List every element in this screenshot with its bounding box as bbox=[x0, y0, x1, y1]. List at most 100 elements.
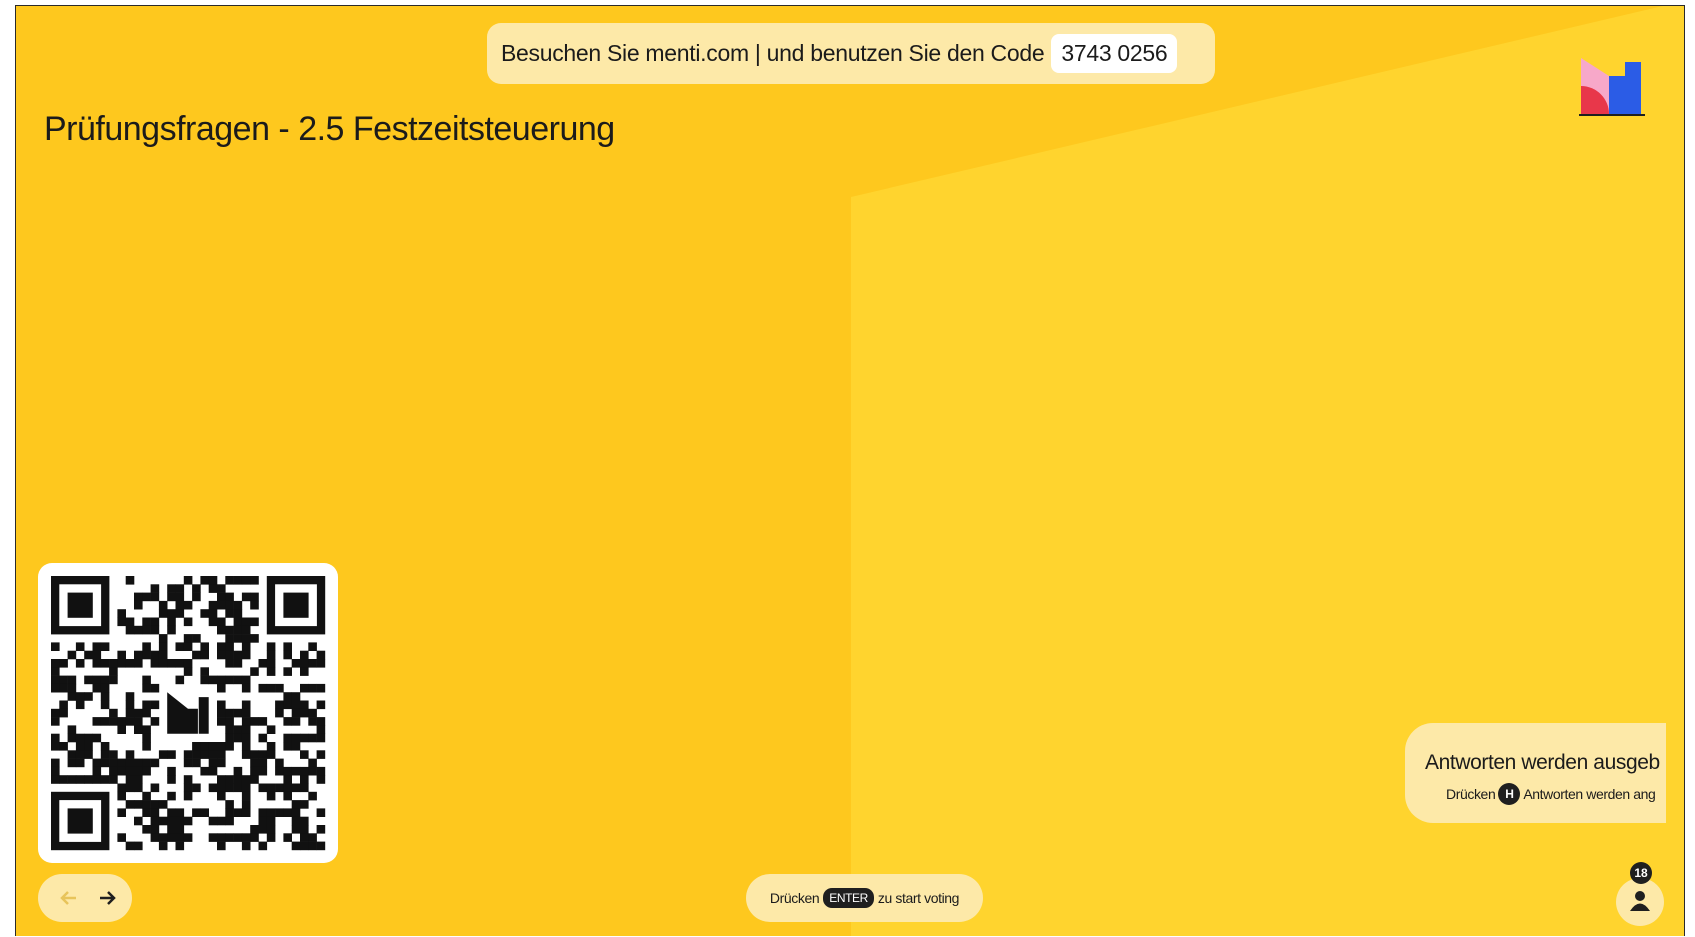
qr-module bbox=[258, 808, 268, 817]
qr-module bbox=[208, 675, 218, 685]
qr-module bbox=[158, 800, 168, 809]
qr-module bbox=[217, 717, 226, 726]
qr-module bbox=[233, 576, 243, 585]
participants-button[interactable] bbox=[1616, 878, 1664, 926]
qr-module bbox=[208, 600, 218, 610]
qr-module bbox=[275, 708, 284, 718]
qr-module bbox=[167, 592, 176, 602]
qr-module bbox=[208, 750, 218, 759]
qr-module bbox=[67, 775, 77, 784]
qr-module bbox=[308, 717, 317, 726]
qr-module bbox=[233, 600, 243, 610]
qr-module bbox=[300, 683, 309, 693]
qr-module bbox=[125, 783, 135, 793]
qr-module bbox=[241, 733, 251, 743]
qr-module bbox=[125, 841, 135, 851]
qr-module bbox=[258, 758, 268, 768]
qr-module bbox=[283, 592, 309, 618]
qr-module bbox=[67, 675, 77, 685]
qr-module bbox=[217, 783, 226, 793]
qr-module bbox=[175, 833, 185, 842]
qr-module bbox=[300, 825, 309, 834]
qr-module bbox=[142, 808, 151, 817]
qr-module bbox=[266, 742, 276, 751]
qr-module bbox=[125, 708, 135, 718]
card-key: H bbox=[1498, 783, 1521, 805]
qr-module bbox=[183, 659, 193, 668]
qr-module bbox=[158, 659, 168, 668]
qr-module bbox=[225, 783, 234, 793]
qr-module bbox=[217, 700, 226, 710]
next-button[interactable] bbox=[100, 891, 116, 905]
qr-module bbox=[316, 659, 326, 668]
qr-module bbox=[67, 692, 77, 701]
qr-module bbox=[142, 683, 151, 693]
qr-module bbox=[258, 683, 268, 693]
qr-module bbox=[117, 725, 126, 734]
answers-card[interactable]: Antworten werden ausgeb Drücken H Antwor… bbox=[1405, 723, 1666, 823]
qr-module bbox=[183, 758, 193, 768]
qr-module bbox=[258, 733, 268, 743]
qr-module bbox=[266, 725, 276, 734]
qr-module bbox=[208, 584, 218, 593]
qr-module bbox=[100, 742, 110, 751]
qr-module bbox=[258, 750, 268, 759]
qr-module bbox=[241, 700, 251, 710]
qr-module bbox=[225, 775, 234, 784]
qr-module bbox=[109, 659, 118, 668]
qr-module bbox=[217, 675, 226, 685]
qr-module bbox=[291, 717, 301, 726]
qr-module bbox=[300, 708, 309, 718]
qr-module bbox=[217, 816, 226, 826]
qr-module bbox=[100, 775, 110, 784]
qr-module bbox=[316, 808, 326, 817]
qr-module bbox=[308, 758, 317, 768]
qr-module bbox=[59, 700, 68, 710]
qr-module bbox=[217, 683, 226, 693]
qr-module bbox=[217, 584, 226, 593]
qr-module bbox=[316, 775, 326, 784]
qr-module bbox=[51, 667, 60, 676]
qr-module bbox=[109, 775, 118, 784]
qr-module bbox=[59, 683, 68, 693]
qr-module bbox=[300, 659, 309, 668]
qr-module bbox=[150, 833, 160, 842]
qr-module bbox=[167, 750, 176, 759]
qr-module bbox=[92, 775, 102, 784]
qr-module bbox=[150, 659, 160, 668]
qr-module bbox=[266, 783, 276, 793]
qr-module bbox=[200, 576, 209, 585]
qr-module bbox=[59, 659, 68, 668]
qr-module bbox=[100, 692, 110, 701]
qr-module bbox=[175, 609, 185, 618]
qr-module bbox=[225, 592, 234, 602]
qr-module bbox=[142, 766, 151, 776]
qr-module bbox=[225, 733, 234, 743]
qr-module bbox=[208, 833, 218, 842]
qr-module bbox=[192, 758, 201, 768]
qr-module bbox=[300, 775, 309, 784]
qr-module bbox=[100, 683, 110, 693]
qr-module bbox=[100, 750, 110, 759]
card-hint-prefix: Drücken bbox=[1446, 786, 1496, 802]
qr-module bbox=[283, 808, 292, 817]
qr-module bbox=[200, 675, 209, 685]
qr-module bbox=[192, 634, 201, 643]
qr-module bbox=[283, 650, 292, 660]
qr-module bbox=[51, 775, 60, 784]
qr-module bbox=[266, 659, 276, 668]
qr-module bbox=[51, 742, 60, 751]
prev-button[interactable] bbox=[60, 891, 76, 905]
qr-module bbox=[150, 592, 160, 602]
qr-module bbox=[150, 758, 160, 768]
qr-module bbox=[266, 667, 276, 676]
qr-module bbox=[258, 783, 268, 793]
qr-module bbox=[142, 733, 151, 743]
qr-module bbox=[183, 783, 193, 793]
hint-key: ENTER bbox=[823, 888, 874, 908]
qr-module bbox=[125, 758, 135, 768]
qr-module bbox=[142, 791, 151, 801]
qr-module bbox=[266, 825, 276, 834]
qr-module bbox=[291, 766, 301, 776]
qr-module bbox=[117, 609, 126, 618]
